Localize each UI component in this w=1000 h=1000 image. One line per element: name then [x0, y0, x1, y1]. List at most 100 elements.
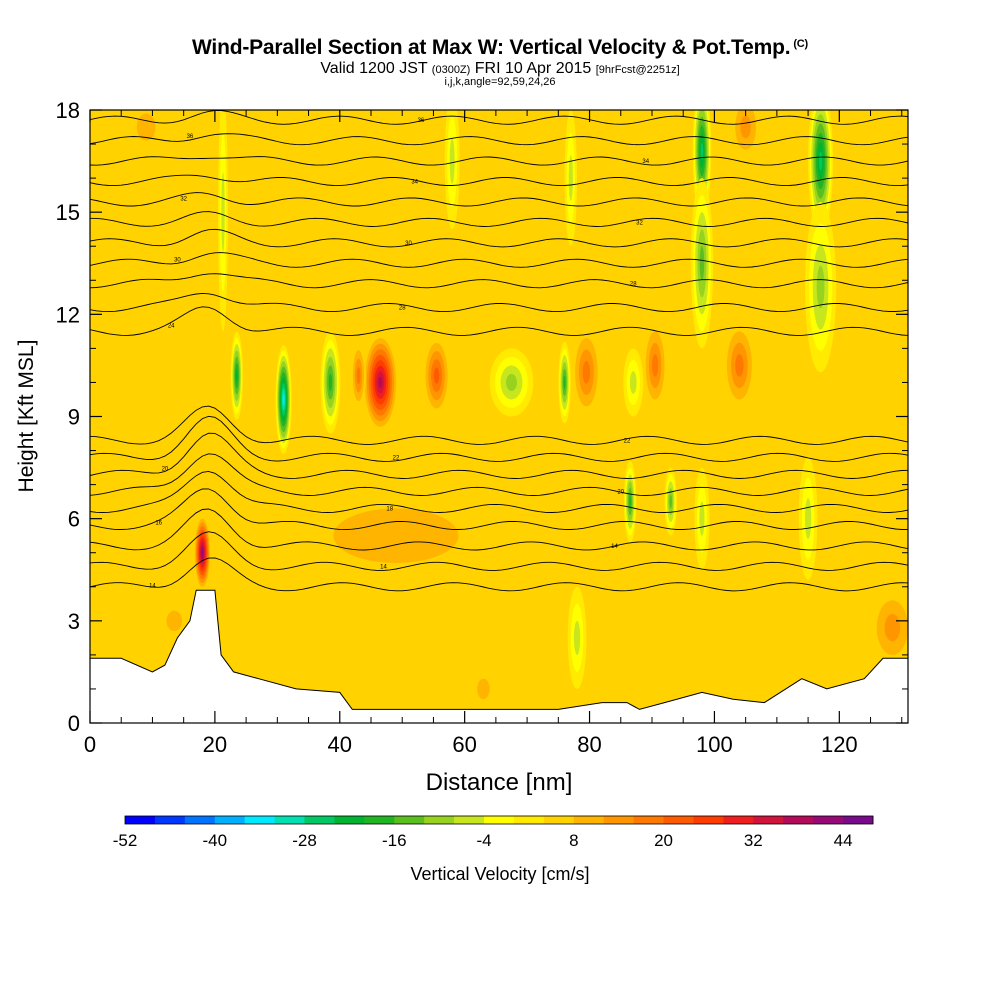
velocity-cell: [194, 518, 210, 587]
theta-contour: [90, 110, 908, 125]
x-tick-label: 60: [452, 732, 476, 757]
y-tick-label: 18: [56, 98, 80, 123]
colorbar-swatch: [334, 816, 365, 824]
theta-contour: [90, 211, 908, 227]
colorbar-swatch: [513, 816, 545, 824]
theta-contour: [90, 292, 908, 313]
terrain: [90, 589, 908, 723]
colorbar-tick-label: 32: [744, 831, 763, 850]
theta-contour-label: 14: [380, 564, 387, 570]
velocity-cell: [364, 338, 396, 427]
theta-contour-label: 16: [155, 521, 162, 527]
x-tick-label: 40: [328, 732, 352, 757]
colorbar-tick-label: 8: [569, 831, 578, 850]
colorbar-swatch: [125, 816, 156, 824]
theta-contour-label: 18: [386, 506, 393, 512]
y-tick-label: 0: [68, 711, 80, 736]
x-axis-label: Distance [nm]: [426, 769, 573, 796]
colorbar-swatch: [484, 816, 515, 824]
colorbar: -52 -40 -28 -16 -4 8 20 32 44: [113, 815, 874, 850]
colorbar-frame: [124, 815, 874, 825]
colorbar-swatch: [154, 816, 186, 824]
colorbar-swatch: [274, 816, 306, 824]
x-tick-label: 0: [84, 732, 96, 757]
colorbar-swatch: [813, 816, 844, 824]
colorbar-swatch: [454, 816, 485, 824]
colorbar-swatch: [633, 816, 665, 824]
colorbar-tick-label: -40: [202, 831, 227, 850]
velocity-cell: [158, 600, 190, 642]
velocity-cell: [567, 586, 587, 689]
y-tick-label: 9: [68, 405, 80, 430]
theta-contour: [90, 133, 908, 146]
velocity-cell: [694, 467, 710, 570]
velocity-cell: [664, 467, 677, 536]
colorbar-tick-label: -4: [476, 831, 491, 850]
theta-contour: [90, 470, 908, 513]
colorbar-swatch: [723, 816, 754, 824]
colorbar-swatch: [693, 816, 724, 824]
theta-contour-label: 34: [642, 159, 649, 165]
colorbar-tick-label: -28: [292, 831, 317, 850]
colorbar-swatch: [603, 816, 635, 824]
theta-contour-label: 32: [636, 220, 643, 226]
colorbar-swatch: [364, 816, 395, 824]
theta-contour-label: 20: [617, 489, 624, 495]
y-tick-label: 6: [68, 507, 80, 532]
velocity-cell: [730, 110, 762, 162]
velocity-cell: [320, 331, 341, 434]
velocity-cell: [804, 201, 837, 373]
velocity-cell: [623, 348, 644, 417]
theta-contour: [90, 252, 908, 268]
y-axis-label: Height [Kft MSL]: [15, 340, 38, 493]
theta-contour: [90, 415, 908, 462]
velocity-cell: [575, 338, 598, 407]
colorbar-tick-label: -52: [113, 831, 138, 850]
theta-contour-label: 14: [149, 584, 156, 590]
velocity-cell: [564, 110, 578, 247]
colorbar-swatch: [184, 816, 216, 824]
velocity-cell: [690, 178, 714, 349]
velocity-cell: [798, 457, 818, 580]
colorbar-swatch: [843, 816, 874, 824]
theta-contour: [90, 531, 908, 571]
theta-contour-label: 24: [168, 324, 175, 330]
colorbar-swatch: [244, 816, 276, 824]
theta-contour: [90, 228, 908, 248]
theta-contour-label: 36: [187, 134, 194, 140]
theta-contour: [90, 432, 908, 479]
theta-contour-label: 20: [162, 467, 169, 473]
velocity-cell: [444, 110, 460, 230]
velocity-cell: [218, 110, 228, 332]
theta-contour-label: 28: [399, 306, 406, 312]
valid-prefix: Valid 1200 JST: [320, 60, 428, 77]
velocity-cell: [470, 668, 496, 710]
velocity-cell: [275, 344, 292, 454]
theta-contour: [90, 557, 908, 592]
x-tick-label: 80: [577, 732, 601, 757]
theta-contour: [90, 306, 908, 336]
colorbar-swatch: [394, 816, 425, 824]
theta-contour: [90, 174, 908, 187]
velocity-cell: [351, 341, 366, 410]
theta-contour-label: 22: [624, 438, 631, 444]
colorbar-swatch: [573, 816, 605, 824]
colorbar-swatch: [424, 816, 455, 824]
velocity-cell: [333, 508, 459, 563]
theta-contour-label: 28: [630, 282, 637, 288]
x-tick-label: 100: [696, 732, 733, 757]
theta-contour: [90, 273, 908, 289]
velocity-cell: [489, 348, 534, 417]
chart-indices: i,j,k,angle=92,59,24,26: [444, 76, 556, 88]
colorbar-swatch: [783, 816, 814, 824]
forecast-tag: [9hrFcst@2251z]: [595, 64, 680, 76]
velocity-cell: [558, 341, 571, 424]
theta-contour-label: 36: [418, 118, 425, 124]
colorbar-tick-label: 20: [654, 831, 673, 850]
theta-contour-label: 30: [405, 241, 412, 247]
velocity-cell: [127, 110, 165, 155]
theta-contour-label: 22: [393, 455, 400, 461]
theta-contour: [90, 192, 908, 207]
